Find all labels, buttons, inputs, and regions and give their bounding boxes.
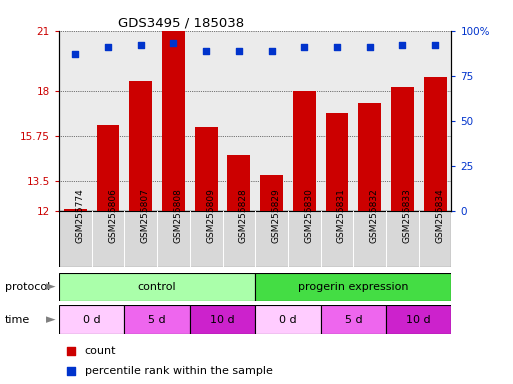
- Text: GSM255808: GSM255808: [173, 188, 183, 243]
- Text: GSM255834: GSM255834: [435, 188, 444, 243]
- Bar: [124, 305, 190, 334]
- Text: GSM255774: GSM255774: [75, 188, 84, 243]
- Bar: [157, 31, 190, 211]
- Bar: [293, 91, 315, 211]
- Text: 5 d: 5 d: [148, 314, 166, 325]
- Text: ►: ►: [46, 313, 56, 326]
- Bar: [391, 87, 414, 211]
- Point: [431, 42, 439, 48]
- Text: progerin expression: progerin expression: [298, 282, 408, 292]
- Text: GSM255832: GSM255832: [370, 188, 379, 243]
- Text: 10 d: 10 d: [406, 314, 431, 325]
- Text: protocol: protocol: [5, 282, 50, 292]
- Bar: [326, 113, 348, 211]
- Text: 10 d: 10 d: [210, 314, 235, 325]
- Bar: [64, 209, 87, 211]
- Point: [169, 40, 177, 46]
- Bar: [195, 127, 218, 211]
- Bar: [223, 31, 255, 211]
- Text: GSM255807: GSM255807: [141, 188, 150, 243]
- Point: [136, 42, 145, 48]
- Bar: [92, 31, 124, 211]
- Bar: [124, 31, 157, 211]
- Text: ►: ►: [46, 281, 56, 293]
- Text: GSM255830: GSM255830: [304, 188, 313, 243]
- Point: [267, 48, 275, 54]
- Bar: [358, 103, 381, 211]
- Point: [104, 44, 112, 50]
- Bar: [419, 31, 451, 211]
- Point: [202, 48, 210, 54]
- Text: GDS3495 / 185038: GDS3495 / 185038: [118, 17, 244, 30]
- Bar: [288, 31, 321, 211]
- Text: 5 d: 5 d: [345, 314, 362, 325]
- Point: [235, 48, 243, 54]
- Text: control: control: [138, 282, 176, 292]
- Bar: [321, 305, 386, 334]
- Point: [300, 44, 308, 50]
- Text: count: count: [85, 346, 116, 356]
- Bar: [162, 31, 185, 211]
- Text: GSM255829: GSM255829: [271, 188, 281, 243]
- Bar: [386, 31, 419, 211]
- Bar: [96, 125, 120, 211]
- Bar: [353, 31, 386, 211]
- Bar: [59, 31, 92, 211]
- Text: GSM255809: GSM255809: [206, 188, 215, 243]
- Bar: [255, 273, 451, 301]
- Text: GSM255828: GSM255828: [239, 188, 248, 243]
- Bar: [227, 155, 250, 211]
- Bar: [129, 81, 152, 211]
- Bar: [386, 305, 451, 334]
- Bar: [59, 305, 124, 334]
- Point: [398, 42, 406, 48]
- Bar: [190, 31, 223, 211]
- Point: [358, 271, 366, 277]
- Text: GSM255831: GSM255831: [337, 188, 346, 243]
- Point: [358, 96, 366, 102]
- Text: 0 d: 0 d: [83, 314, 101, 325]
- Text: 0 d: 0 d: [279, 314, 297, 325]
- Bar: [424, 77, 446, 211]
- Bar: [59, 273, 255, 301]
- Bar: [255, 305, 321, 334]
- Point: [333, 44, 341, 50]
- Bar: [190, 305, 255, 334]
- Bar: [260, 175, 283, 211]
- Text: time: time: [5, 314, 30, 325]
- Bar: [255, 31, 288, 211]
- Text: percentile rank within the sample: percentile rank within the sample: [85, 366, 272, 376]
- Text: GSM255806: GSM255806: [108, 188, 117, 243]
- Point: [366, 44, 374, 50]
- Point: [71, 51, 80, 57]
- Bar: [321, 31, 353, 211]
- Text: GSM255833: GSM255833: [402, 188, 411, 243]
